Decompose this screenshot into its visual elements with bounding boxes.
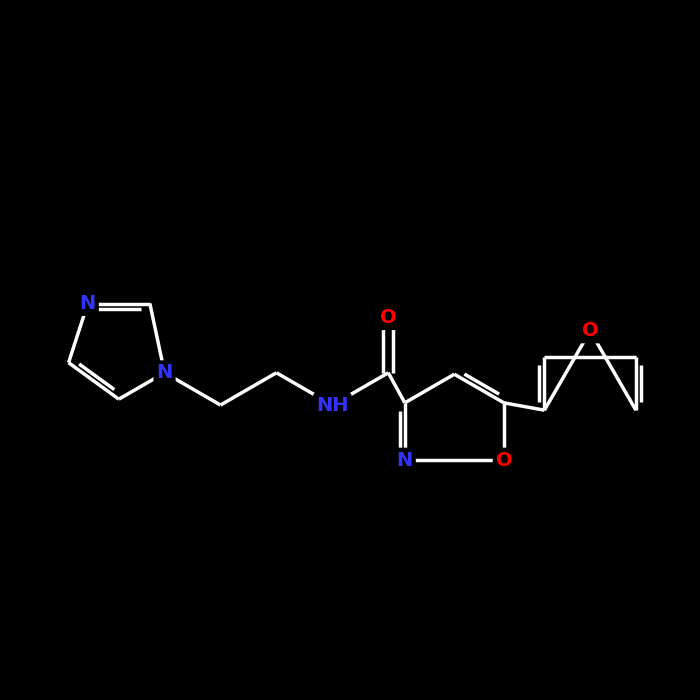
Text: O: O xyxy=(380,308,397,327)
Text: N: N xyxy=(80,294,96,313)
Text: O: O xyxy=(496,451,512,470)
Text: NH: NH xyxy=(316,395,349,414)
Text: N: N xyxy=(397,451,413,470)
Text: O: O xyxy=(582,321,598,340)
Text: N: N xyxy=(157,363,173,382)
